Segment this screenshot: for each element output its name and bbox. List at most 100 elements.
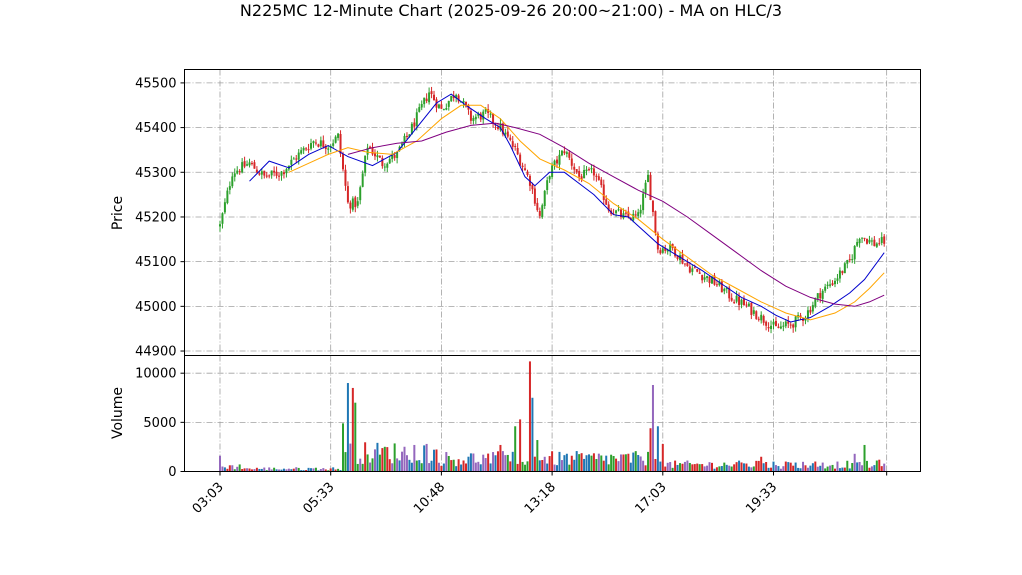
volume-bar	[319, 469, 322, 472]
volume-y-ticks: 0 5000 10000	[135, 367, 185, 480]
candle-body	[666, 250, 669, 252]
volume-bar	[238, 464, 241, 472]
volume-bar	[799, 468, 802, 472]
candle-body	[359, 187, 362, 201]
candle-body	[388, 158, 391, 164]
volume-bar	[349, 443, 352, 472]
ma-line-3	[347, 122, 885, 307]
candle-body	[314, 142, 317, 144]
volume-bar	[541, 460, 544, 472]
candle-body	[725, 287, 728, 290]
candle-body	[745, 304, 748, 306]
candle-body	[536, 202, 539, 211]
volume-bar	[639, 456, 642, 472]
candle-body	[344, 169, 347, 186]
volume-bar	[551, 451, 554, 472]
volume-bar	[779, 468, 782, 472]
candle-body	[873, 239, 876, 247]
volume-bar	[346, 383, 349, 472]
volume-bar	[469, 453, 472, 472]
candle-body	[228, 186, 231, 190]
volume-bar	[351, 387, 354, 472]
volume-bar	[548, 456, 551, 472]
volume-bar	[654, 458, 657, 472]
volume-bar	[334, 469, 337, 472]
price-y-label: Price	[110, 196, 126, 230]
candle-body	[386, 163, 389, 168]
volume-bar	[556, 465, 559, 472]
candle-body	[755, 311, 758, 319]
candle-body	[691, 268, 694, 272]
volume-bar	[580, 453, 583, 472]
volume-bar	[740, 462, 743, 472]
volume-bar	[723, 462, 726, 472]
volume-bar	[219, 455, 221, 472]
candle-body	[361, 173, 364, 187]
price-candles	[219, 86, 886, 334]
volume-bar	[255, 467, 258, 472]
volume-bar	[373, 449, 376, 472]
volume-bar	[472, 453, 475, 472]
candle-body	[738, 296, 741, 306]
volume-bar	[583, 458, 586, 472]
volume-bar	[624, 454, 627, 472]
candle-body	[814, 298, 817, 307]
volume-bar	[273, 467, 276, 472]
candle-body	[750, 302, 753, 316]
candle-body	[543, 190, 546, 206]
candle-body	[250, 163, 253, 165]
candle-body	[324, 145, 327, 150]
candle-body	[337, 133, 340, 138]
volume-bar	[396, 458, 399, 472]
candle-body	[246, 164, 249, 166]
volume-bar	[300, 470, 303, 472]
candle-body	[560, 150, 563, 156]
candle-body	[410, 123, 413, 135]
candle-body	[420, 104, 423, 108]
volume-bar	[339, 470, 342, 472]
candle-body	[356, 201, 359, 206]
candle-body	[696, 268, 699, 272]
volume-bar	[477, 461, 480, 472]
candle-body	[742, 299, 745, 306]
volume-tick-label: 0	[168, 465, 176, 480]
candle-body	[757, 318, 760, 320]
candle-body	[570, 158, 573, 166]
volume-bar	[777, 466, 780, 472]
volume-bar	[506, 454, 509, 472]
price-tick-label: 44900	[135, 345, 176, 360]
volume-bar	[706, 465, 709, 472]
candle-body	[588, 169, 590, 171]
candle-body	[260, 171, 263, 175]
volume-bar	[403, 446, 406, 472]
candle-body	[290, 159, 293, 165]
candle-body	[278, 175, 281, 177]
candle-body	[405, 135, 408, 137]
volume-bar	[455, 466, 458, 472]
volume-bar	[536, 440, 539, 472]
candle-body	[706, 276, 709, 278]
volume-bar	[228, 465, 231, 472]
volume-bar	[413, 444, 416, 472]
candle-body	[713, 275, 716, 285]
volume-bar	[794, 462, 797, 472]
candle-body	[455, 94, 458, 99]
volume-bar	[538, 460, 541, 472]
candle-body	[861, 237, 864, 239]
candle-body	[383, 166, 386, 168]
volume-bar	[504, 455, 507, 472]
candle-body	[425, 98, 428, 102]
volume-bar	[592, 453, 595, 472]
candle-body	[563, 151, 566, 154]
candle-body	[297, 152, 300, 160]
candle-body	[711, 276, 713, 284]
candle-body	[519, 154, 522, 166]
volume-bar	[568, 464, 571, 472]
volume-bar	[246, 468, 249, 472]
volume-bar	[612, 456, 615, 472]
candle-body	[437, 104, 440, 109]
volume-bar	[656, 426, 659, 472]
volume-bar	[543, 456, 546, 472]
volume-bar	[501, 451, 504, 472]
candle-body	[703, 277, 706, 280]
